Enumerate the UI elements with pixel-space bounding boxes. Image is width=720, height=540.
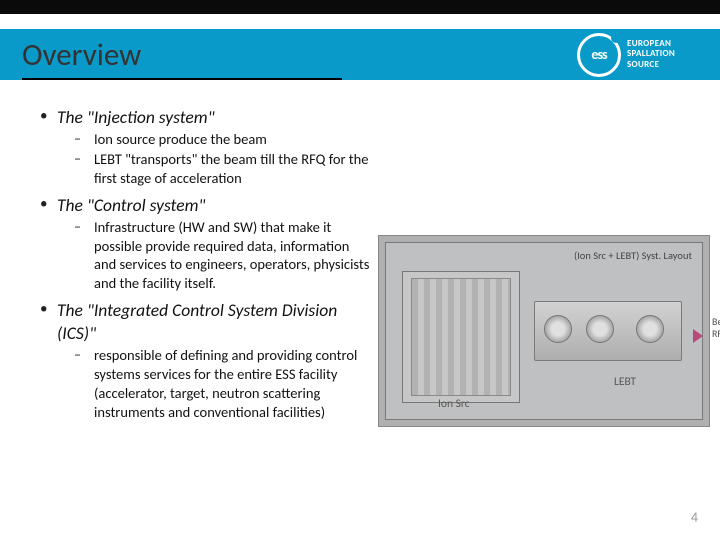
bullet-text: Infrastructure (HW and SW) that make it … bbox=[94, 218, 370, 293]
bullet-marker: – bbox=[74, 130, 84, 149]
brand-logo: ess EUROPEAN SPALLATION SOURCE bbox=[575, 29, 720, 80]
ion-source-box bbox=[402, 271, 520, 403]
bullet-item: • The "Integrated Control System Divisio… bbox=[40, 299, 370, 345]
bullet-marker: • bbox=[40, 299, 45, 345]
bullet-marker: • bbox=[40, 194, 45, 217]
gear-icon bbox=[636, 315, 664, 343]
bullet-marker: • bbox=[40, 106, 45, 129]
beam-arrow-icon bbox=[693, 329, 703, 343]
page-number: 4 bbox=[691, 509, 698, 526]
ess-logo-accent bbox=[611, 33, 621, 43]
bullet-item: • The "Injection system" bbox=[40, 106, 370, 129]
bullet-item: – Infrastructure (HW and SW) that make i… bbox=[74, 218, 370, 293]
beam-output-label: Beam to RFQ bbox=[712, 316, 720, 340]
bullet-marker: – bbox=[74, 150, 84, 188]
bullet-text: responsible of defining and providing co… bbox=[94, 346, 370, 421]
bullet-item: – LEBT "transports" the beam till the RF… bbox=[74, 150, 370, 188]
bullet-text: The "Integrated Control System Division … bbox=[57, 299, 370, 345]
slide: Overview ess EUROPEAN SPALLATION SOURCE … bbox=[0, 0, 720, 540]
layout-diagram: (Ion Src + LEBT) Syst. Layout Ion Src LE… bbox=[378, 235, 710, 427]
ess-logo-text: ess bbox=[591, 46, 606, 63]
bullet-marker: – bbox=[74, 218, 84, 293]
bullet-text: LEBT "transports" the beam till the RFQ … bbox=[94, 150, 370, 188]
bullet-item: • The "Control system" bbox=[40, 194, 370, 217]
top-stripe bbox=[0, 0, 720, 14]
bullet-text: The "Injection system" bbox=[57, 106, 215, 129]
brand-line-3: SOURCE bbox=[627, 60, 675, 70]
ess-logo-icon: ess bbox=[577, 33, 621, 77]
gear-icon bbox=[544, 315, 572, 343]
ion-source-label: Ion Src bbox=[438, 397, 470, 411]
bullet-item: – Ion source produce the beam bbox=[74, 130, 370, 149]
gear-icon bbox=[586, 315, 614, 343]
bullet-list: • The "Injection system" – Ion source pr… bbox=[40, 100, 370, 422]
bullet-marker: – bbox=[74, 346, 84, 421]
bullet-text: The "Control system" bbox=[57, 194, 205, 217]
bullet-item: – responsible of defining and providing … bbox=[74, 346, 370, 421]
ion-source-slots bbox=[411, 278, 511, 396]
bullet-text: Ion source produce the beam bbox=[94, 130, 267, 149]
diagram-title: (Ion Src + LEBT) Syst. Layout bbox=[574, 249, 692, 262]
title-underline bbox=[22, 78, 342, 80]
lebt-label: LEBT bbox=[614, 375, 636, 389]
brand-name: EUROPEAN SPALLATION SOURCE bbox=[627, 39, 675, 70]
diagram-canvas: (Ion Src + LEBT) Syst. Layout Ion Src LE… bbox=[385, 242, 703, 420]
slide-title: Overview bbox=[22, 36, 141, 74]
